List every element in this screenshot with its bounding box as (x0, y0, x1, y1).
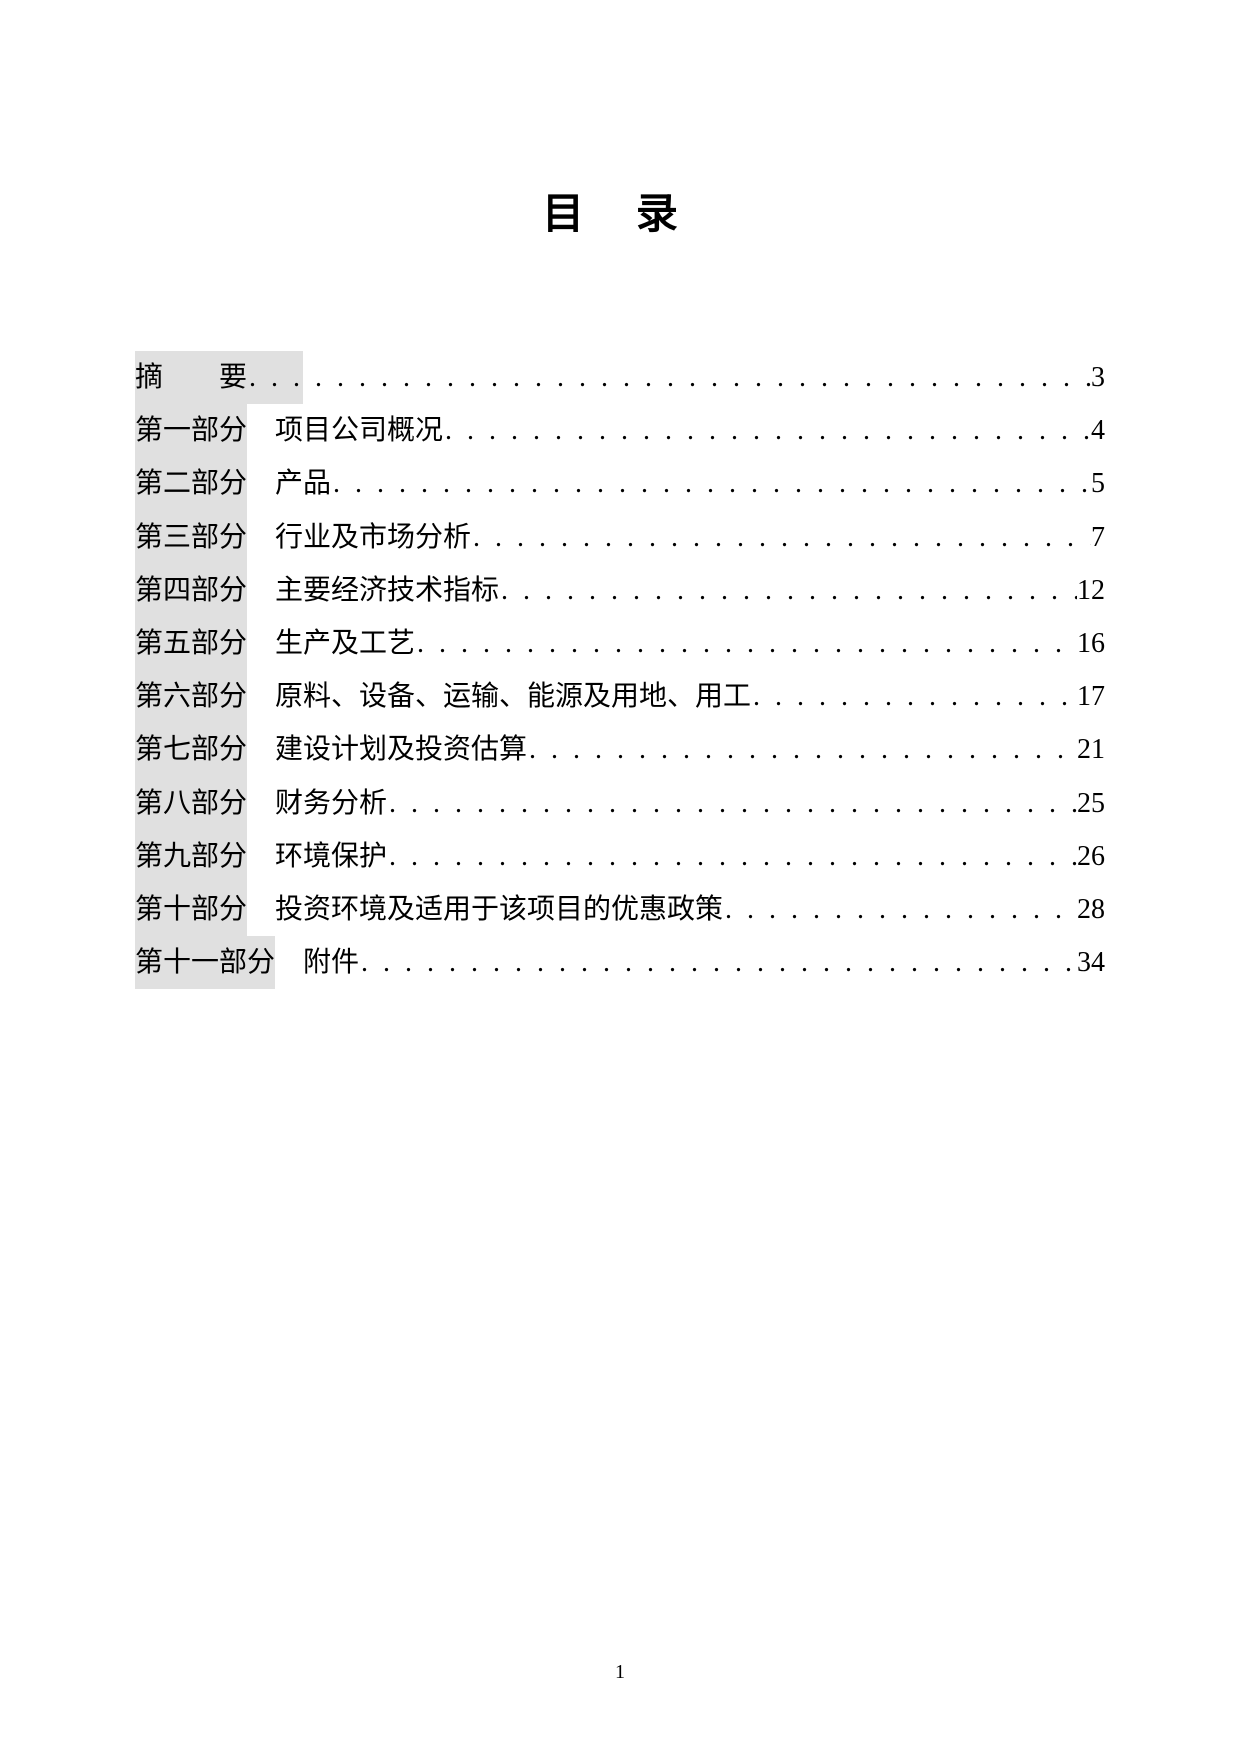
toc-dot-leader (723, 883, 1077, 936)
toc-title-heading: 目 录 (135, 180, 1105, 241)
toc-entry: 第一部分项目公司概况 4 (135, 404, 1105, 457)
toc-section-label: 第一部分 (135, 404, 247, 457)
toc-entry-title: 产品 (275, 457, 331, 510)
toc-entry-title: 投资环境及适用于该项目的优惠政策 (275, 883, 723, 936)
toc-entry: 摘要3 (135, 351, 1105, 404)
toc-dot-leader (751, 670, 1077, 723)
toc-page-number: 5 (1091, 457, 1105, 510)
toc-entry-title: 环境保护 (275, 830, 387, 883)
toc-entry: 第九部分环境保护 26 (135, 830, 1105, 883)
toc-entry-title: 项目公司概况 (275, 404, 443, 457)
toc-page-number: 25 (1077, 777, 1105, 830)
toc-entry-title: 原料、设备、运输、能源及用地、用工 (275, 670, 751, 723)
toc-page-number: 3 (1091, 351, 1105, 404)
toc-section-label: 第六部分 (135, 670, 247, 723)
toc-page-number: 21 (1077, 723, 1105, 776)
toc-section-label: 第十一部分 (135, 936, 275, 989)
toc-dot-leader (527, 723, 1077, 776)
toc-dot-leader (387, 830, 1077, 883)
toc-dot-leader (359, 936, 1077, 989)
toc-dot-leader (247, 351, 1091, 404)
toc-section-label: 第八部分 (135, 777, 247, 830)
toc-entry: 第四部分主要经济技术指标 12 (135, 564, 1105, 617)
toc-section-label: 第九部分 (135, 830, 247, 883)
toc-entry: 第十一部分附件 34 (135, 936, 1105, 989)
toc-section-label: 第三部分 (135, 511, 247, 564)
toc-entry: 第六部分原料、设备、运输、能源及用地、用工 17 (135, 670, 1105, 723)
toc-list: 摘要3第一部分项目公司概况4第二部分产品5第三部分行业及市场分析7第四部分主要经… (135, 351, 1105, 989)
toc-entry-title: 行业及市场分析 (275, 511, 471, 564)
toc-entry: 第八部分财务分析 25 (135, 777, 1105, 830)
toc-entry: 第七部分建设计划及投资估算 21 (135, 723, 1105, 776)
toc-page-number: 34 (1077, 936, 1105, 989)
toc-dot-leader (415, 617, 1077, 670)
toc-page-number: 17 (1077, 670, 1105, 723)
toc-section-label: 第五部分 (135, 617, 247, 670)
page-number: 1 (0, 1661, 1240, 1684)
toc-page-number: 7 (1091, 511, 1105, 564)
toc-dot-leader (471, 511, 1091, 564)
toc-dot-leader (443, 404, 1091, 457)
toc-section-label: 第十部分 (135, 883, 247, 936)
toc-page-number: 16 (1077, 617, 1105, 670)
toc-page-number: 4 (1091, 404, 1105, 457)
toc-entry-title: 主要经济技术指标 (275, 564, 499, 617)
toc-dot-leader (499, 564, 1077, 617)
toc-entry-title: 生产及工艺 (275, 617, 415, 670)
toc-entry: 第五部分生产及工艺 16 (135, 617, 1105, 670)
toc-entry: 第三部分行业及市场分析 7 (135, 511, 1105, 564)
toc-section-label: 第二部分 (135, 457, 247, 510)
page-container: 目 录 摘要3第一部分项目公司概况4第二部分产品5第三部分行业及市场分析7第四部… (0, 0, 1240, 1754)
toc-page-number: 12 (1077, 564, 1105, 617)
toc-entry-title: 建设计划及投资估算 (275, 723, 527, 776)
toc-dot-leader (331, 457, 1091, 510)
toc-page-number: 26 (1077, 830, 1105, 883)
toc-entry: 第二部分产品 5 (135, 457, 1105, 510)
toc-entry-title: 财务分析 (275, 777, 387, 830)
toc-entry: 第十部分投资环境及适用于该项目的优惠政策 28 (135, 883, 1105, 936)
toc-entry-title: 附件 (303, 936, 359, 989)
toc-dot-leader (387, 777, 1077, 830)
toc-section-label: 第七部分 (135, 723, 247, 776)
toc-page-number: 28 (1077, 883, 1105, 936)
toc-section-label: 第四部分 (135, 564, 247, 617)
